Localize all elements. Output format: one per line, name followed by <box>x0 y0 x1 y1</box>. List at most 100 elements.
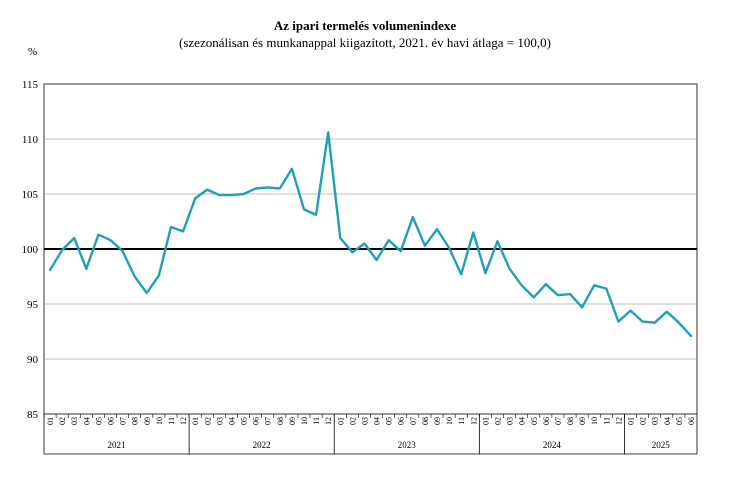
data-point <box>678 322 680 324</box>
data-point <box>496 240 498 242</box>
month-tick-label: 07 <box>119 417 128 425</box>
data-point <box>424 245 426 247</box>
data-point <box>666 311 668 313</box>
data-point <box>121 250 123 252</box>
data-point <box>653 322 655 324</box>
y-tick-label: 85 <box>27 409 39 421</box>
series-layer <box>48 131 693 338</box>
data-point <box>158 274 160 276</box>
month-tick-label: 04 <box>82 417 91 425</box>
data-point <box>146 292 148 294</box>
data-point <box>133 275 135 277</box>
y-tick-label: 90 <box>27 354 39 366</box>
month-tick-label: 01 <box>626 417 635 425</box>
data-point <box>267 186 269 188</box>
month-tick-label: 06 <box>107 417 116 425</box>
y-tick-label: 115 <box>22 79 39 91</box>
data-point <box>436 228 438 230</box>
y-tick-label: 95 <box>27 299 39 311</box>
month-tick-label: 06 <box>397 417 406 425</box>
month-tick-label: 03 <box>70 417 79 425</box>
month-tick-label: 05 <box>530 417 539 425</box>
data-point <box>545 283 547 285</box>
y-tick-label: 110 <box>22 134 39 146</box>
month-tick-label: 03 <box>651 417 660 425</box>
month-tick-label: 02 <box>493 417 502 425</box>
data-point <box>484 272 486 274</box>
month-tick-label: 04 <box>227 417 236 425</box>
month-tick-label: 11 <box>602 417 611 425</box>
month-tick-label: 09 <box>288 417 297 425</box>
month-tick-label: 02 <box>58 417 67 425</box>
data-point <box>629 309 631 311</box>
year-label: 2021 <box>108 440 126 450</box>
month-tick-label: 05 <box>94 417 103 425</box>
data-point <box>194 197 196 199</box>
month-tick-label: 12 <box>614 417 623 425</box>
data-point <box>557 294 559 296</box>
month-tick-label: 03 <box>215 417 224 425</box>
data-point <box>520 284 522 286</box>
month-tick-label: 07 <box>409 417 418 425</box>
month-tick-label: 01 <box>191 417 200 425</box>
month-tick-label: 09 <box>578 417 587 425</box>
year-label: 2023 <box>398 440 417 450</box>
data-point <box>641 320 643 322</box>
data-point <box>569 293 571 295</box>
data-point <box>593 284 595 286</box>
data-point <box>508 268 510 270</box>
month-tick-label: 12 <box>469 417 478 425</box>
year-label: 2024 <box>543 440 562 450</box>
data-point <box>291 168 293 170</box>
data-point <box>363 242 365 244</box>
month-tick-label: 05 <box>240 417 249 425</box>
month-tick-label: 08 <box>566 417 575 425</box>
data-point <box>617 320 619 322</box>
month-tick-label: 12 <box>324 417 333 425</box>
data-point <box>581 306 583 308</box>
data-point <box>182 230 184 232</box>
year-label: 2022 <box>253 440 271 450</box>
y-axis-label: % <box>28 46 37 58</box>
data-point <box>400 250 402 252</box>
month-tick-label: 04 <box>373 417 382 425</box>
month-tick-label: 02 <box>639 417 648 425</box>
month-tick-label: 10 <box>590 417 599 425</box>
month-tick-label: 01 <box>336 417 345 425</box>
month-tick-label: 11 <box>312 417 321 425</box>
month-tick-label: 06 <box>252 417 261 425</box>
data-point <box>327 131 329 133</box>
data-point <box>61 249 63 251</box>
data-point <box>49 269 51 271</box>
month-tick-label: 02 <box>348 417 357 425</box>
data-point <box>303 208 305 210</box>
month-tick-label: 04 <box>518 417 527 425</box>
data-point <box>206 188 208 190</box>
data-point <box>218 194 220 196</box>
month-tick-label: 10 <box>155 417 164 425</box>
data-point <box>387 239 389 241</box>
data-point <box>97 234 99 236</box>
data-point <box>339 237 341 239</box>
chart-title: Az ipari termelés volumenindexe <box>273 18 457 33</box>
data-point <box>605 287 607 289</box>
data-point <box>412 216 414 218</box>
month-tick-label: 07 <box>554 417 563 425</box>
month-tick-label: 08 <box>421 417 430 425</box>
data-point <box>230 194 232 196</box>
data-point <box>279 187 281 189</box>
y-tick-label: 100 <box>22 244 39 256</box>
month-tick-label: 10 <box>300 417 309 425</box>
month-tick-label: 03 <box>360 417 369 425</box>
month-tick-label: 09 <box>143 417 152 425</box>
month-tick-label: 11 <box>457 417 466 425</box>
data-point <box>254 187 256 189</box>
data-point <box>472 231 474 233</box>
series-line <box>48 131 693 338</box>
year-label: 2025 <box>652 440 671 450</box>
month-tick-label: 05 <box>675 417 684 425</box>
data-point <box>690 335 692 337</box>
data-point <box>242 193 244 195</box>
